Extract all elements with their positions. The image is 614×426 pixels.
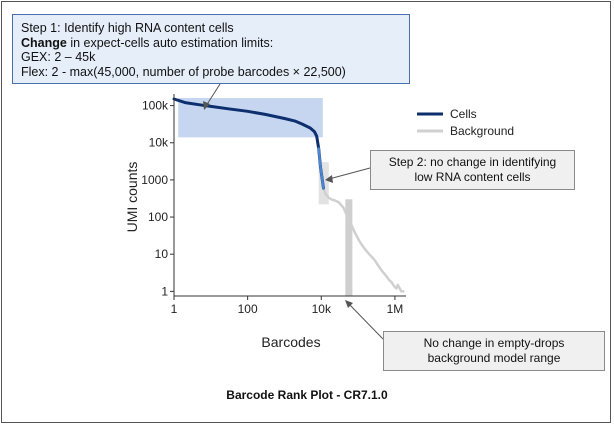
annotation-arrows (203, 83, 384, 340)
x-tick-label: 100 (238, 302, 258, 316)
y-axis-label: UMI counts (124, 162, 140, 233)
step3-line2: background model range (427, 351, 561, 365)
y-tick-label: 1000 (141, 173, 168, 187)
plot-axes (173, 94, 406, 297)
y-tick-label: 10k (149, 136, 169, 150)
step2-arrow (328, 167, 371, 180)
step1-line2-bold: Change (21, 35, 67, 50)
plot-ticks: 1 100 10k 1M 1 10 100 1000 10k 100k (141, 99, 403, 316)
step2-line2: low RNA content cells (414, 170, 531, 184)
y-tick-label: 1 (161, 284, 168, 298)
step2-arrowhead (325, 175, 333, 183)
step1-line4: Flex: 2 - max(45,000, number of probe ba… (21, 64, 346, 79)
legend-cells-label: Cells (450, 107, 477, 121)
step1-line1: Step 1: Identify high RNA content cells (21, 21, 234, 35)
step1-line3: GEX: 2 – 45k (21, 50, 96, 64)
step1-callout: Step 1: Identify high RNA content cells … (12, 14, 410, 84)
step1-arrowhead (203, 101, 210, 110)
highlight-regions (178, 98, 353, 296)
x-axis-label: Barcodes (261, 334, 320, 350)
figure-caption: Barcode Rank Plot - CR7.1.0 (226, 388, 388, 402)
x-tick-label: 1 (171, 302, 178, 316)
x-tick-label: 1M (387, 302, 404, 316)
legend: Cells Background (417, 107, 514, 138)
step2-line1: Step 2: no change in identifying (388, 155, 557, 169)
step1-arrow (205, 83, 221, 107)
x-tick-label: 10k (312, 302, 332, 316)
y-tick-label: 100 (148, 210, 168, 224)
series-background (322, 186, 405, 293)
y-tick-label: 100k (142, 99, 169, 113)
step3-line1: No change in empty-drops (423, 336, 565, 350)
highlight-empty-drops (345, 199, 353, 296)
step3-arrowhead (345, 300, 353, 308)
series-cells-knee (317, 147, 325, 190)
y-tick-label: 10 (155, 247, 169, 261)
step3-callout: No change in empty-drops background mode… (383, 331, 605, 371)
legend-background-label: Background (450, 124, 514, 138)
step2-callout: Step 2: no change in identifying low RNA… (370, 150, 575, 190)
step1-line2-rest: in expect-cells auto estimation limits: (66, 35, 274, 50)
step1-line2: Change in expect-cells auto estimation l… (21, 36, 401, 51)
step3-arrow (347, 302, 384, 340)
